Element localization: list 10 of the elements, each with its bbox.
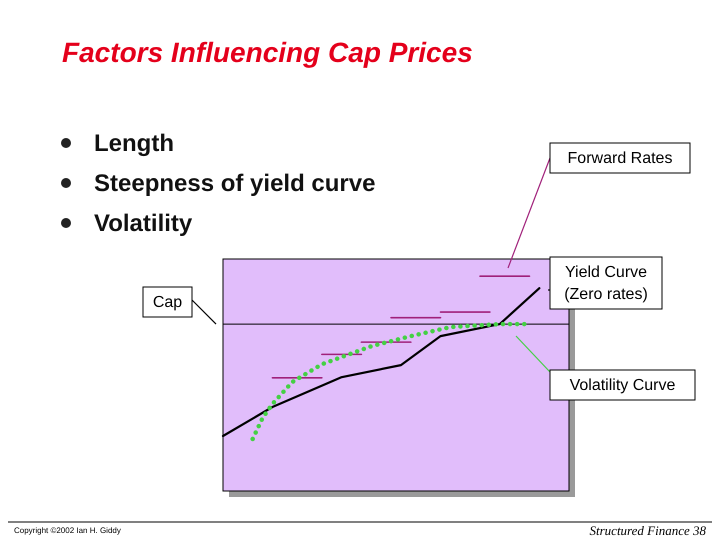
legend-label: Yield Curve (Zero rates) <box>564 264 648 303</box>
text: Volatility Curve <box>570 377 676 394</box>
text: Length <box>94 130 174 157</box>
text: Copyright ©2002 Ian H. Giddy <box>14 526 121 535</box>
text: Structured Finance 38 <box>590 523 706 538</box>
text: Volatility <box>94 210 193 237</box>
chart-title: Factors Influencing Cap Prices <box>62 37 473 68</box>
text: Forward Rates <box>568 150 672 167</box>
ref-line-label: Cap <box>152 294 182 311</box>
text: Steepness of yield curve <box>94 170 376 197</box>
